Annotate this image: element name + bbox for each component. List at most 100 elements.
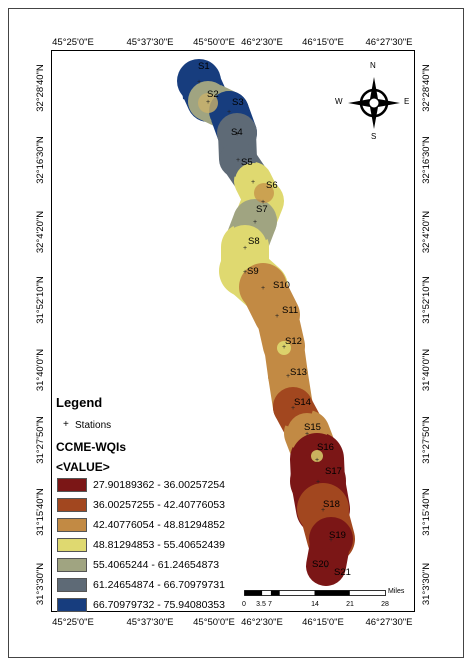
station-zone	[217, 113, 257, 153]
legend-class-label: 36.00257255 - 42.40776053	[93, 499, 225, 511]
station-label: S10	[273, 280, 290, 291]
west-label: W	[335, 97, 343, 106]
station-label: S20	[312, 559, 329, 570]
station-point: +	[243, 245, 247, 252]
wqi-title: CCME-WQIs	[56, 440, 126, 454]
station-zone	[268, 355, 308, 395]
scale-tick-label: 28	[381, 601, 389, 608]
scale-tick-label: 14	[311, 601, 319, 608]
station-label: S14	[294, 397, 311, 408]
station-label: S12	[285, 336, 302, 347]
station-point: +	[329, 537, 333, 544]
longitude-label-bottom: 45°25'0"E	[52, 617, 94, 628]
station-point: +	[235, 131, 239, 138]
legend-class-label: 27.90189362 - 36.00257254	[93, 479, 225, 491]
station-point: +	[253, 219, 257, 226]
station-point: +	[261, 199, 265, 206]
station-point: +	[243, 269, 247, 276]
station-point: +	[197, 79, 201, 86]
latitude-label-left: 31°27'50"N	[35, 416, 46, 464]
legend-swatch	[57, 498, 87, 512]
station-point: +	[251, 179, 255, 186]
longitude-label-bottom: 46°2'30"E	[241, 617, 283, 628]
legend-class-label: 48.81294853 - 55.40652439	[93, 539, 225, 551]
station-point: +	[206, 99, 210, 106]
latitude-label-left: 32°16'30"N	[35, 136, 46, 184]
river-map: + + + + + + + + + + + + + + + + + + + + +	[177, 59, 355, 586]
station-label: S7	[256, 204, 268, 215]
longitude-label-bottom: 45°37'30"E	[126, 617, 174, 628]
legend-class-label: 55.4065244 - 61.24654873	[93, 559, 220, 571]
scale-bar	[244, 590, 386, 596]
latitude-label-right: 32°4'20"N	[421, 210, 432, 254]
longitude-label-top: 46°15'0"E	[302, 37, 344, 48]
longitude-label-top: 45°50'0"E	[193, 37, 235, 48]
latitude-label-right: 31°40'0"N	[421, 348, 432, 392]
station-label: S5	[241, 157, 253, 168]
legend-class: 55.4065244 - 61.24654873	[57, 558, 357, 572]
scale-tick-label: 7	[268, 601, 272, 608]
latitude-label-right: 31°15'40"N	[421, 488, 432, 536]
longitude-label-top: 46°2'30"E	[241, 37, 283, 48]
latitude-label-left: 31°15'40"N	[35, 488, 46, 536]
latitude-label-right: 32°28'40"N	[421, 64, 432, 112]
latitude-label-right: 31°3'30"N	[421, 562, 432, 606]
station-point: +	[324, 564, 328, 571]
station-label: S11	[282, 305, 299, 316]
legend-class: 27.90189362 - 36.00257254	[57, 478, 357, 492]
legend-swatch	[57, 518, 87, 532]
legend-class: 66.70979732 - 75.94080353	[57, 598, 357, 612]
longitude-label-bottom: 46°15'0"E	[302, 617, 344, 628]
longitude-label-top: 45°37'30"E	[126, 37, 174, 48]
latitude-label-left: 31°40'0"N	[35, 348, 46, 392]
legend-title: Legend	[56, 395, 103, 410]
station-point: +	[275, 313, 279, 320]
latitude-label-right: 32°16'30"N	[421, 136, 432, 184]
longitude-label-top: 46°27'30"E	[365, 37, 413, 48]
station-point: +	[305, 431, 309, 438]
scale-tick-label: 0	[242, 601, 246, 608]
station-label: S9	[247, 266, 259, 277]
legend-stations-label: Stations	[75, 420, 112, 431]
wqi-value-label: <VALUE>	[56, 460, 110, 474]
north-label: N	[370, 61, 376, 70]
station-point: +	[282, 344, 286, 351]
station-label: S4	[231, 127, 243, 138]
south-label: S	[371, 132, 377, 141]
station-label: S17	[325, 466, 342, 477]
station-point: +	[227, 109, 231, 116]
latitude-label-right: 31°27'50"N	[421, 416, 432, 464]
station-point: +	[321, 507, 325, 514]
station-point: +	[291, 405, 295, 412]
latitude-label-left: 32°28'40"N	[35, 64, 46, 112]
legend-class-label: 66.70979732 - 75.94080353	[93, 599, 225, 611]
station-label: S8	[248, 236, 260, 247]
station-label: S21	[334, 567, 351, 578]
longitude-label-top: 45°25'0"E	[52, 37, 94, 48]
longitude-label-bottom: 45°50'0"E	[193, 617, 235, 628]
legend-swatch	[57, 558, 87, 572]
station-label: S13	[290, 367, 307, 378]
latitude-label-left: 31°3'30"N	[35, 562, 46, 606]
latitude-label-left: 32°4'20"N	[35, 210, 46, 254]
longitude-label-bottom: 46°27'30"E	[365, 617, 413, 628]
scale-tick-label: 3.5	[256, 601, 266, 608]
station-point: +	[286, 373, 290, 380]
latitude-label-left: 31°52'10"N	[35, 276, 46, 324]
station-zone	[308, 548, 344, 584]
legend-class-label: 42.40776054 - 48.81294852	[93, 519, 225, 531]
legend-class: 42.40776054 - 48.81294852	[57, 518, 357, 532]
station-label: S19	[329, 530, 346, 541]
legend-swatch	[57, 478, 87, 492]
legend-swatch	[57, 598, 87, 612]
station-label: S15	[304, 422, 321, 433]
station-label: S3	[232, 97, 244, 108]
map-area: + + + + + + + + + + + + + + + + + + + + +	[51, 50, 415, 612]
north-arrow-icon	[348, 77, 400, 129]
legend-class: 36.00257255 - 42.40776053	[57, 498, 357, 512]
station-label: S16	[317, 442, 334, 453]
station-point: +	[316, 479, 320, 486]
scale-tick-label: 21	[346, 601, 354, 608]
legend-swatch	[57, 578, 87, 592]
scale-unit: Miles	[388, 588, 405, 595]
